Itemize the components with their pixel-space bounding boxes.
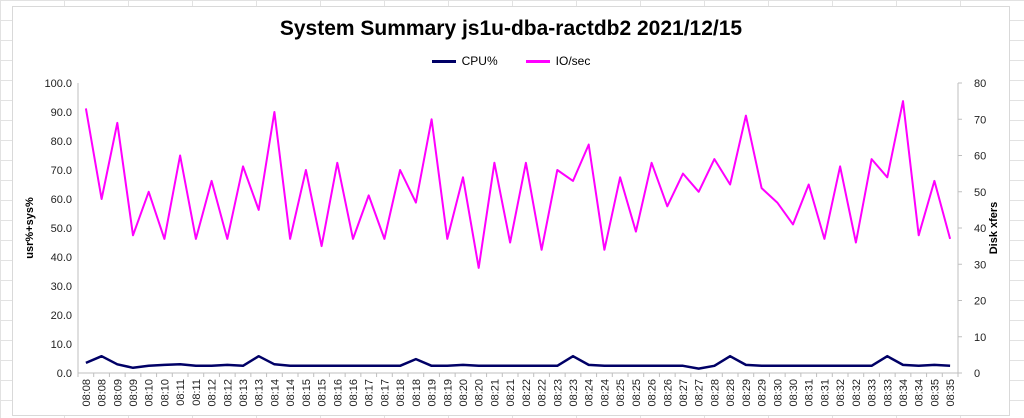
io-series-line — [84, 100, 952, 269]
x-tick-label: 08:16 — [332, 379, 344, 407]
y2-axis-label: Disk xfers — [988, 202, 1000, 255]
x-tick-label: 08:25 — [631, 379, 643, 407]
x-tick-label: 08:32 — [835, 379, 847, 407]
x-tick-label: 08:21 — [489, 379, 501, 407]
y2-tick-label: 60 — [974, 151, 986, 163]
cpu-series-line — [85, 354, 951, 370]
x-tick-label: 08:19 — [442, 379, 454, 407]
x-tick-label: 08:35 — [945, 379, 957, 407]
x-tick-label: 08:14 — [269, 379, 281, 407]
y-tick-label: 10.0 — [51, 339, 72, 351]
legend-swatch-io — [525, 59, 550, 63]
x-tick-label: 08:10 — [144, 379, 156, 407]
legend-label-io: IO/sec — [555, 54, 591, 68]
x-tick-label: 08:13 — [238, 379, 250, 407]
x-tick-label: 08:22 — [537, 379, 549, 407]
y2-tick-label: 0 — [974, 368, 980, 380]
legend-item-io: IO/sec — [525, 54, 591, 68]
x-tick-label: 08:15 — [317, 379, 329, 407]
x-tick-label: 08:16 — [348, 379, 360, 407]
x-tick-label: 08:31 — [819, 379, 831, 407]
legend-swatch-cpu — [431, 59, 456, 63]
x-tick-label: 08:28 — [725, 379, 737, 407]
x-tick-label: 08:29 — [741, 379, 753, 407]
x-tick-label: 08:22 — [521, 379, 533, 407]
x-tick-label: 08:09 — [128, 379, 140, 407]
x-tick-label: 08:12 — [222, 379, 234, 407]
y2-tick-label: 80 — [974, 78, 986, 90]
x-tick-label: 08:30 — [788, 379, 800, 407]
chart-legend: CPU% IO/sec — [13, 54, 1009, 68]
x-tick-label: 08:21 — [505, 379, 517, 407]
y-tick-label: 40.0 — [51, 252, 72, 264]
x-tick-label: 08:17 — [364, 379, 376, 407]
y2-tick-label: 30 — [974, 259, 986, 271]
x-tick-label: 08:14 — [285, 379, 297, 407]
y-tick-label: 60.0 — [51, 194, 72, 206]
x-tick-label: 08:27 — [694, 379, 706, 407]
x-tick-label: 08:31 — [804, 379, 816, 407]
x-tick-label: 08:11 — [175, 379, 187, 406]
x-tick-label: 08:35 — [929, 379, 941, 407]
y-tick-label: 100.0 — [44, 78, 72, 90]
x-tick-label: 08:29 — [757, 379, 769, 407]
x-tick-label: 08:09 — [112, 379, 124, 407]
y2-tick-label: 50 — [974, 187, 986, 199]
x-tick-label: 08:18 — [395, 379, 407, 407]
y-axis-label: usr%+sys% — [24, 197, 36, 259]
x-tick-label: 08:08 — [81, 379, 93, 407]
y-tick-label: 50.0 — [51, 223, 72, 235]
legend-label-cpu: CPU% — [461, 54, 498, 68]
x-tick-label: 08:33 — [867, 379, 879, 407]
x-tick-label: 08:24 — [584, 379, 596, 407]
x-tick-label: 08:28 — [709, 379, 721, 407]
x-tick-label: 08:34 — [914, 379, 926, 407]
x-tick-label: 08:30 — [772, 379, 784, 407]
y2-tick-label: 20 — [974, 296, 986, 308]
chart-title: System Summary js1u-dba-ractdb2 2021/12/… — [279, 17, 743, 40]
x-tick-label: 08:15 — [301, 379, 313, 407]
x-tick-label: 08:25 — [615, 379, 627, 407]
x-tick-label: 08:23 — [552, 379, 564, 407]
x-tick-label: 08:24 — [599, 379, 611, 407]
chart-area[interactable]: System Summary js1u-dba-ractdb2 2021/12/… — [12, 6, 1010, 416]
y2-tick-label: 40 — [974, 223, 986, 235]
x-tick-label: 08:34 — [898, 379, 910, 407]
y-tick-label: 30.0 — [51, 281, 72, 293]
x-tick-label: 08:20 — [458, 379, 470, 407]
x-tick-label: 08:17 — [379, 379, 391, 407]
x-tick-label: 08:11 — [191, 379, 203, 406]
y-tick-label: 70.0 — [51, 165, 72, 177]
x-tick-label: 08:10 — [159, 379, 171, 407]
x-tick-label: 08:19 — [427, 379, 439, 407]
y2-tick-label: 10 — [974, 332, 986, 344]
y-tick-label: 80.0 — [51, 136, 72, 148]
x-tick-label: 08:20 — [474, 379, 486, 407]
x-tick-label: 08:08 — [97, 379, 109, 407]
x-tick-label: 08:12 — [207, 379, 219, 407]
y2-tick-label: 70 — [974, 114, 986, 126]
x-tick-label: 08:13 — [254, 379, 266, 407]
chart-plot: 0.0 10.0 20.0 30.0 40.0 50.0 60.0 70.0 80.0 90.0 1… — [24, 78, 1000, 407]
x-tick-label: 08:26 — [662, 379, 674, 407]
x-tick-label: 08:26 — [647, 379, 659, 407]
legend-item-cpu: CPU% — [431, 54, 498, 68]
x-tick-label: 08:23 — [568, 379, 580, 407]
x-tick-label: 08:27 — [678, 379, 690, 407]
x-tick-label: 08:32 — [851, 379, 863, 407]
x-tick-label: 08:33 — [882, 379, 894, 407]
x-tick-label: 08:18 — [411, 379, 423, 407]
y-tick-label: 0.0 — [57, 368, 72, 380]
y-tick-label: 20.0 — [51, 310, 72, 322]
y-tick-label: 90.0 — [51, 107, 72, 119]
